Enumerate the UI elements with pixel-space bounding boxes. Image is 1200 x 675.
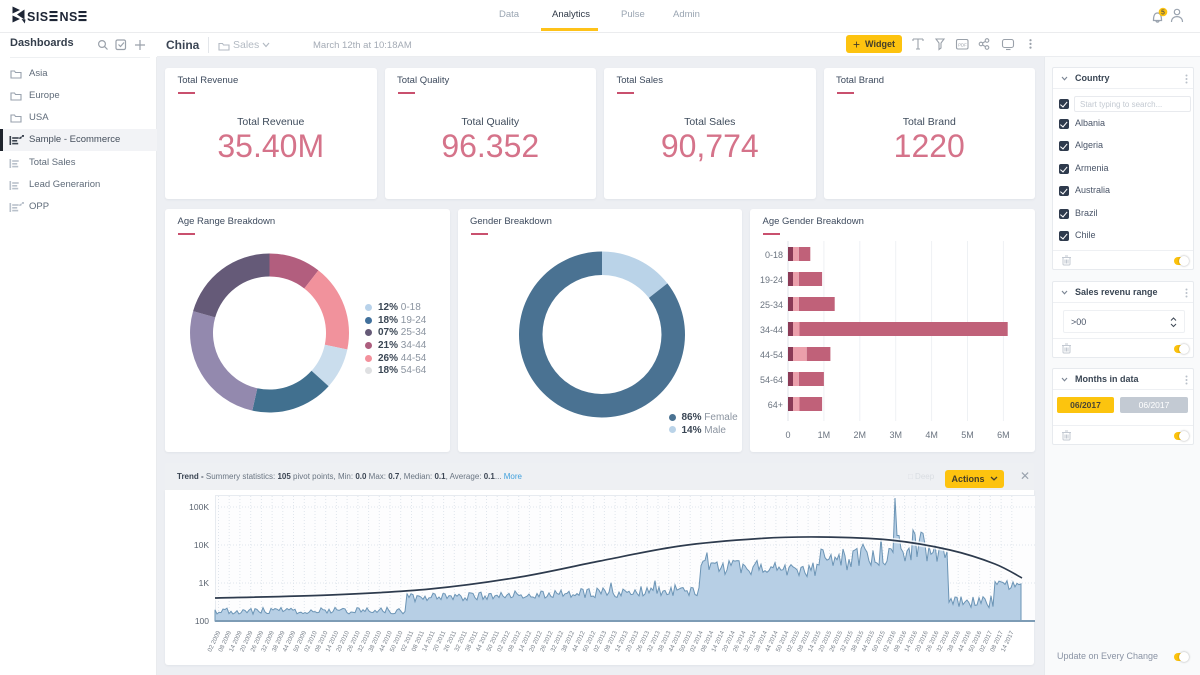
svg-text:3M: 3M bbox=[889, 430, 902, 440]
svg-text:25-34: 25-34 bbox=[760, 300, 783, 310]
svg-text:1K: 1K bbox=[199, 578, 210, 588]
svg-text:PDF: PDF bbox=[958, 43, 967, 48]
svg-text:44-54: 44-54 bbox=[760, 350, 783, 360]
svg-text:19-24: 19-24 bbox=[760, 275, 783, 285]
svg-text:5M: 5M bbox=[961, 430, 974, 440]
svg-text:2M: 2M bbox=[854, 430, 867, 440]
svg-text:100K: 100K bbox=[189, 502, 209, 512]
svg-text:1M: 1M bbox=[818, 430, 831, 440]
svg-text:100: 100 bbox=[195, 616, 209, 626]
svg-text:54-64: 54-64 bbox=[760, 375, 783, 385]
svg-text:4M: 4M bbox=[925, 430, 938, 440]
svg-text:10K: 10K bbox=[194, 540, 209, 550]
svg-text:64+: 64+ bbox=[768, 400, 783, 410]
svg-text:6M: 6M bbox=[997, 430, 1010, 440]
svg-text:34-44: 34-44 bbox=[760, 325, 783, 335]
svg-text:5: 5 bbox=[1161, 10, 1165, 17]
svg-text:0-18: 0-18 bbox=[765, 250, 783, 260]
svg-text:SIS: SIS bbox=[27, 10, 49, 24]
svg-text:NS: NS bbox=[60, 10, 78, 24]
svg-text:0: 0 bbox=[785, 430, 790, 440]
